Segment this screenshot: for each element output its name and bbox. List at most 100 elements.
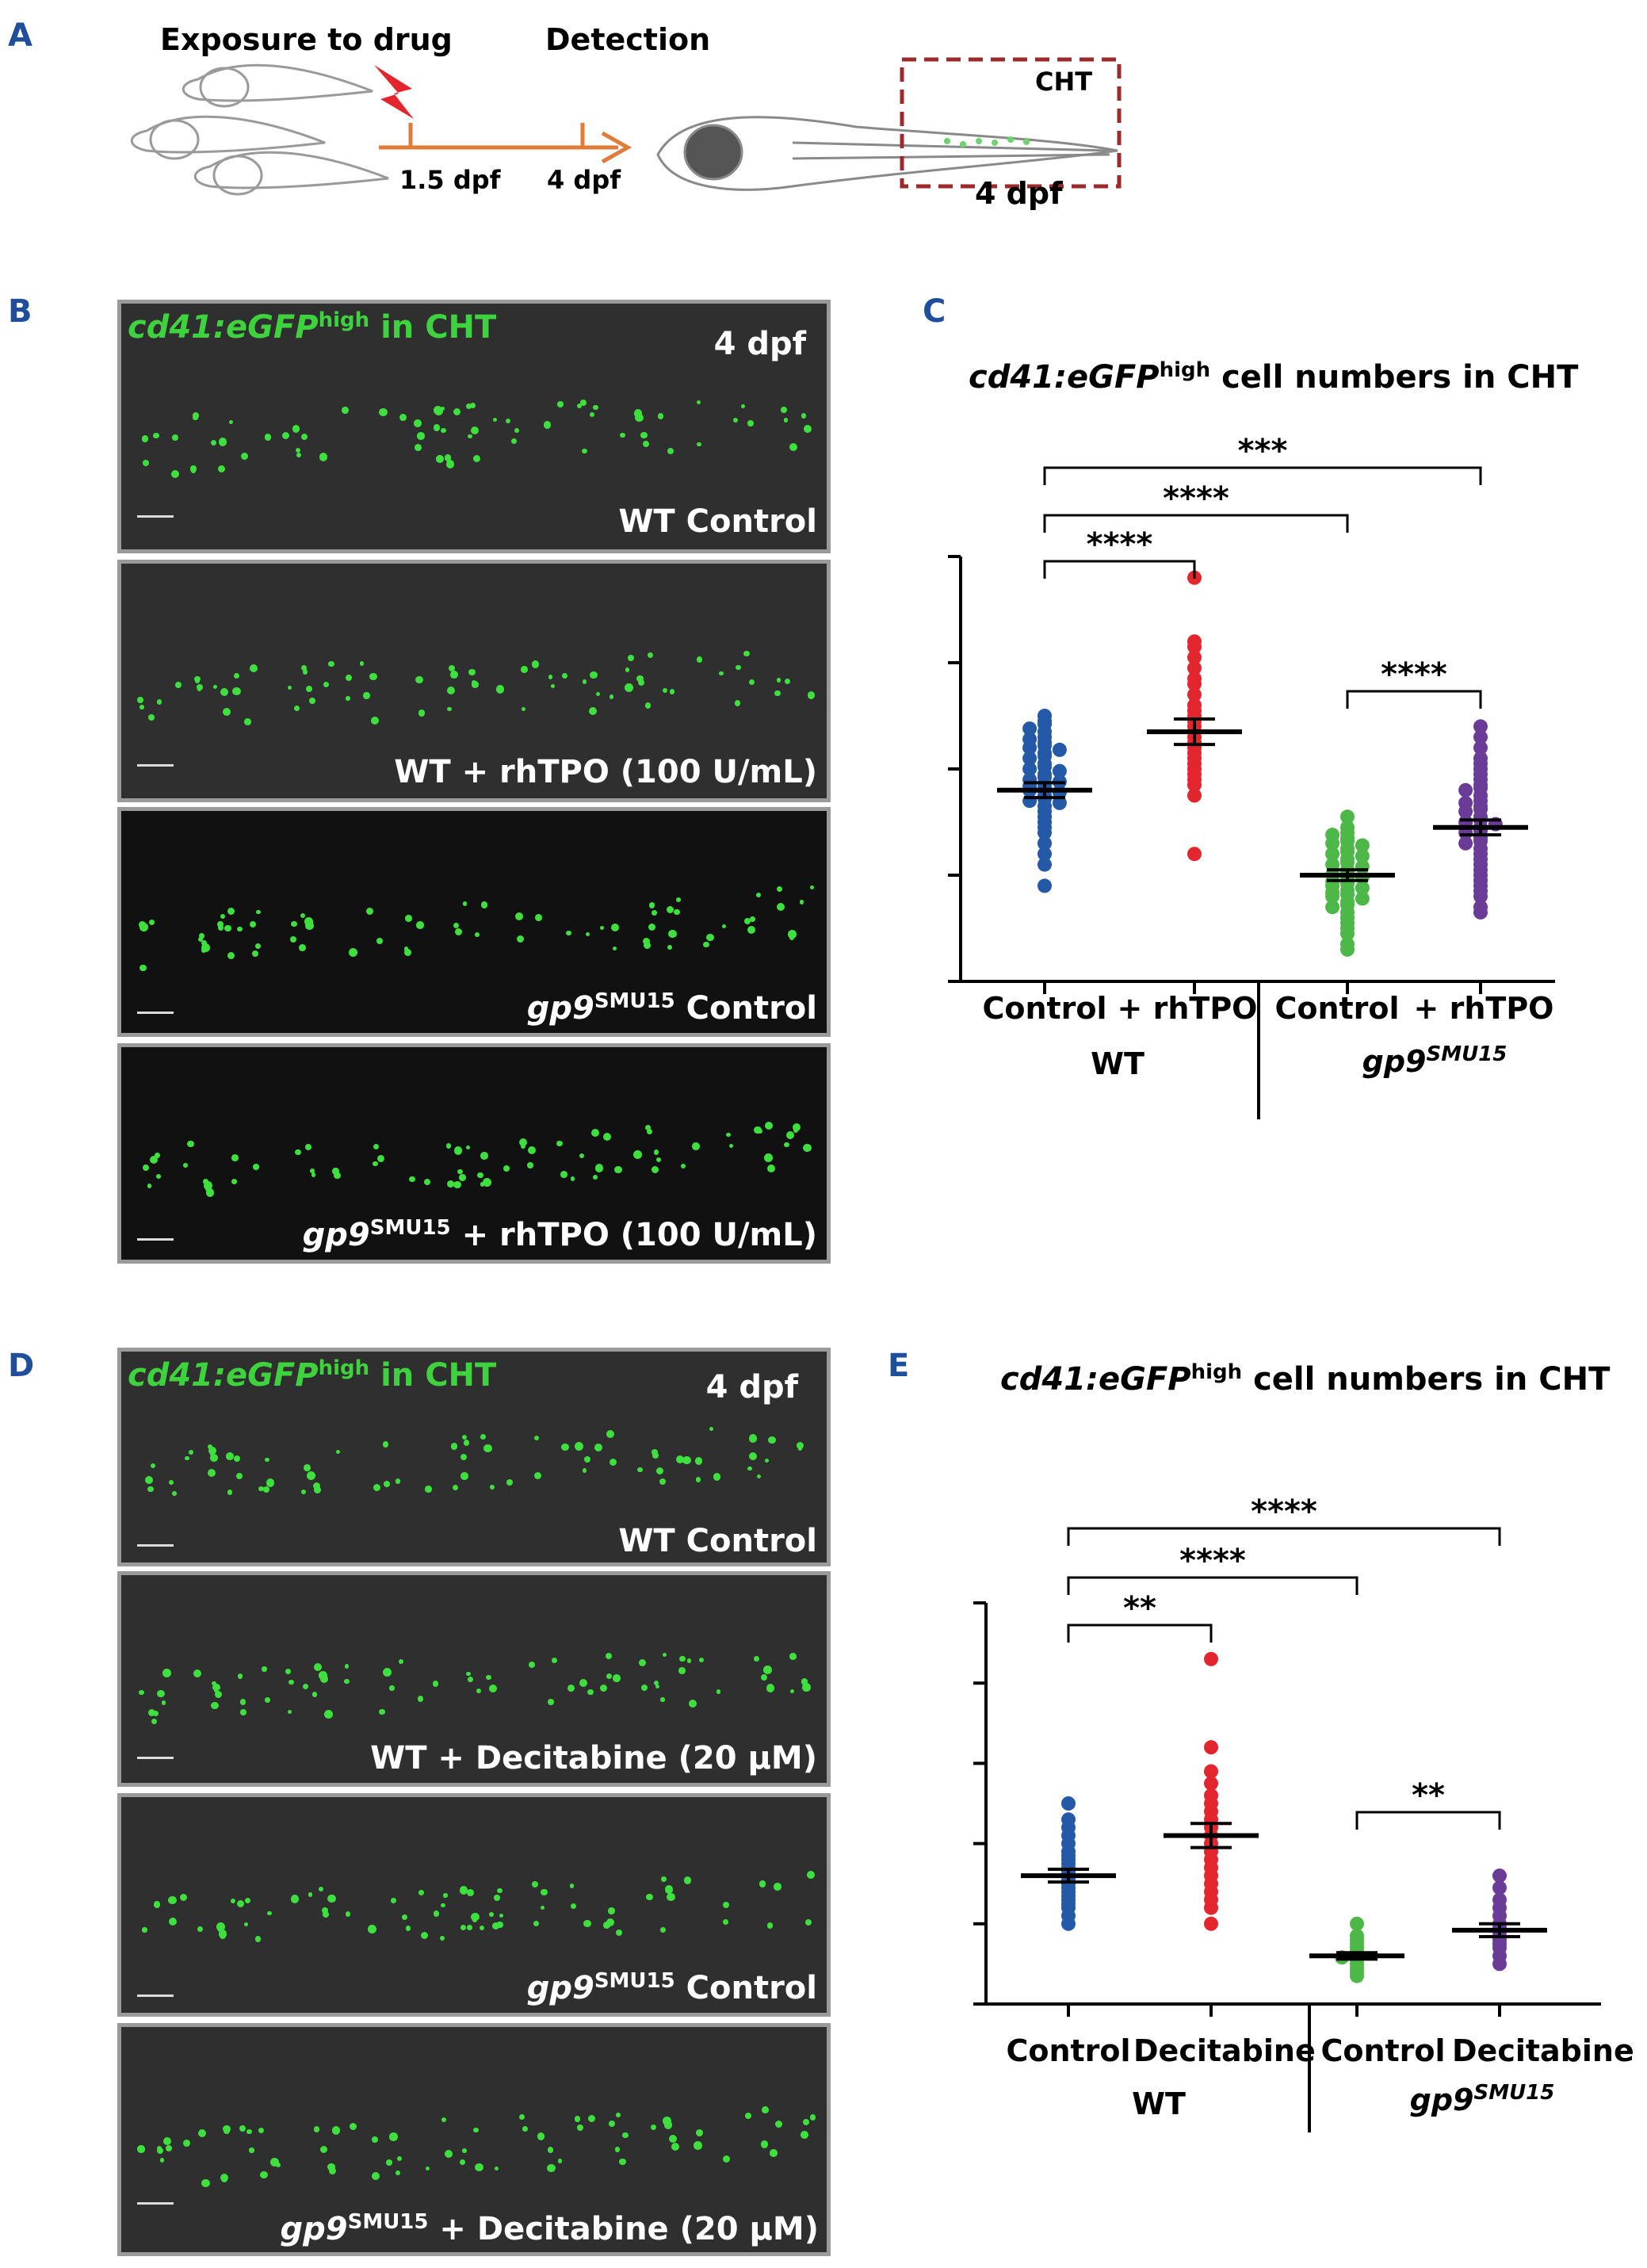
gfp-cell: [236, 1899, 245, 1908]
gfp-cell: [262, 1486, 269, 1494]
gfp-cell: [287, 1710, 292, 1715]
gfp-cell: [198, 2129, 207, 2138]
gfp-cell: [453, 1180, 461, 1189]
gfp-cell: [729, 1143, 734, 1149]
gfp-cell: [754, 1126, 762, 1134]
gfp-cell: [404, 948, 412, 957]
gfp-cell: [463, 1440, 470, 1446]
gfp-cell: [237, 926, 243, 932]
gfp-cell: [766, 1165, 776, 1173]
gfp-cell: [669, 688, 675, 694]
cht-label: CHT: [1035, 67, 1093, 97]
micro-image-b1: cd41:eGFPhigh in CHT 4 dpf WT Control: [117, 300, 831, 553]
gfp-cell: [253, 1164, 259, 1170]
gfp-cell: [658, 1468, 663, 1473]
gfp-cell: [675, 1455, 684, 1464]
gfp-cell: [305, 921, 314, 930]
gfp-cell: [457, 1168, 463, 1175]
gfp-cell: [369, 672, 377, 681]
gfp-cell: [382, 1667, 392, 1677]
gfp-cell: [217, 921, 224, 927]
gfp-cell: [156, 699, 162, 705]
gfp-cell: [137, 697, 143, 704]
gfp-cell: [675, 897, 681, 902]
gfp-cell: [641, 1684, 648, 1691]
gfp-cell: [503, 1165, 510, 1172]
gfp-cell: [763, 1153, 773, 1162]
gfp-cell: [465, 1145, 470, 1149]
gfp-cell: [657, 413, 663, 419]
gfp-cell: [635, 413, 644, 423]
gfp-cell: [582, 1468, 587, 1474]
gfp-cell: [695, 1457, 703, 1465]
chart-e-group-wt: WT: [1132, 2086, 1186, 2121]
chart-c-cat-2: Control: [1274, 991, 1400, 1026]
image-label: gp9SMU15 + rhTPO (100 U/mL): [302, 1216, 817, 1253]
gfp-cell: [809, 2114, 816, 2121]
gfp-cell: [605, 1653, 612, 1659]
gfp-cell: [669, 2134, 678, 2144]
gfp-cell: [471, 426, 480, 435]
micro-title: cd41:eGFPhigh in CHT: [128, 308, 497, 346]
gfp-cell: [251, 950, 258, 957]
gfp-cell: [319, 2145, 328, 2153]
data-point: [1052, 763, 1067, 778]
significance-bracket: [1067, 1576, 1358, 1595]
chart-c-group-mut: gp9SMU15: [1362, 1042, 1508, 1079]
gfp-cell: [214, 1688, 219, 1692]
gfp-cell: [390, 1898, 396, 1904]
gfp-cell: [373, 1161, 378, 1167]
gfp-cell: [258, 1486, 264, 1492]
gfp-cell: [402, 1914, 408, 1921]
data-point: [1187, 650, 1202, 665]
gfp-cell: [802, 2119, 809, 2126]
gfp-cell: [201, 943, 211, 952]
gfp-cell: [319, 453, 327, 461]
gfp-cell: [642, 937, 651, 946]
panel-letter-e: E: [888, 1348, 910, 1384]
gfp-cell: [162, 1669, 171, 1678]
gfp-cell: [749, 1451, 758, 1461]
gfp-cell: [492, 1922, 500, 1930]
gfp-cell: [231, 1178, 237, 1185]
data-point: [1492, 1956, 1507, 1972]
gfp-cell: [547, 2163, 556, 2173]
gfp-cell: [689, 1700, 697, 1708]
significance-label: ****: [1087, 526, 1153, 563]
chart-e-group-mut: gp9SMU15: [1409, 2081, 1555, 2117]
gfp-cell: [327, 2163, 335, 2170]
gfp-cell: [802, 1683, 811, 1692]
gfp-cell: [405, 1926, 411, 1931]
gfp-cell: [599, 925, 604, 931]
gfp-cell: [151, 1719, 157, 1725]
gfp-cell: [301, 664, 308, 671]
gfp-cell: [441, 427, 446, 434]
gfp-cell: [349, 948, 358, 958]
gfp-cell: [449, 665, 456, 672]
gfp-cell: [212, 1681, 216, 1685]
gfp-cell: [295, 1149, 301, 1156]
gfp-cell: [588, 706, 598, 715]
gfp-cell: [583, 1456, 590, 1463]
gfp-cell: [323, 1910, 330, 1918]
gfp-cell: [216, 1924, 224, 1932]
micro-image-d1: cd41:eGFPhigh in CHT 4 dpf WT Control: [117, 1348, 831, 1566]
gfp-cell: [166, 2144, 173, 2151]
gfp-cell: [776, 678, 781, 683]
gfp-cell: [459, 1886, 468, 1895]
gfp-cell: [533, 1435, 540, 1441]
gfp-cell: [654, 1681, 659, 1685]
gfp-cell: [774, 1883, 781, 1891]
gfp-cell: [318, 1887, 323, 1892]
gfp-cell: [345, 1911, 351, 1917]
gfp-cell: [219, 1932, 226, 1939]
gfp-cell: [797, 1446, 803, 1451]
gfp-cell: [266, 1478, 275, 1487]
data-point: [1061, 1796, 1076, 1811]
gfp-cell: [432, 1681, 439, 1687]
gfp-cell: [396, 2170, 400, 2175]
gfp-cell: [533, 1920, 539, 1926]
gfp-cell: [233, 1455, 240, 1462]
data-point: [1187, 778, 1202, 793]
gfp-cell: [480, 901, 488, 908]
